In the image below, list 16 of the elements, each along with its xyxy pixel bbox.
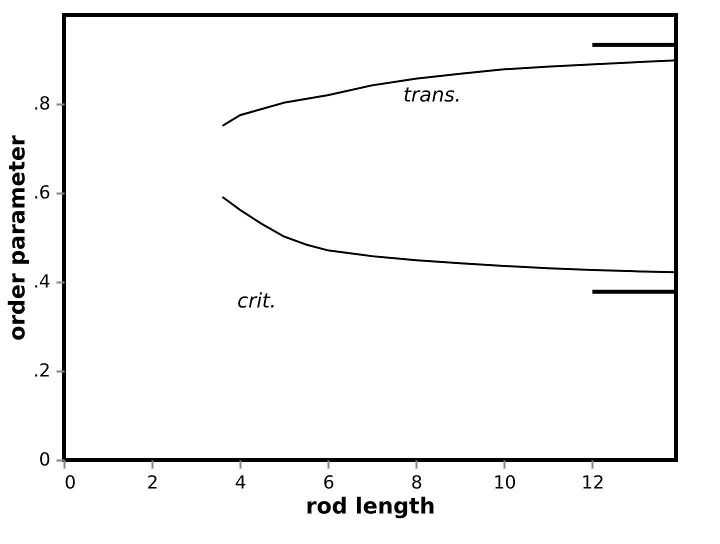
x-tick-label: 0 <box>64 472 76 494</box>
x-tick-label: 8 <box>411 472 422 494</box>
x-tick-label: 4 <box>234 472 246 494</box>
y-tick-label: .8 <box>33 94 50 114</box>
y-tick-label: 0 <box>39 450 50 470</box>
y-axis-title: order parameter <box>5 135 30 341</box>
y-tick-label: .2 <box>33 360 50 382</box>
x-tick-label: 6 <box>322 472 334 494</box>
y-tick-label: .6 <box>33 182 50 204</box>
x-tick-label: 12 <box>581 472 604 494</box>
annotation: trans. <box>403 82 462 106</box>
x-axis-title: rod length <box>306 494 436 520</box>
annotation: crit. <box>237 288 276 312</box>
y-tick-label: .4 <box>33 272 50 292</box>
x-tick-label: 2 <box>146 472 158 494</box>
x-tick-label: 10 <box>493 472 516 494</box>
